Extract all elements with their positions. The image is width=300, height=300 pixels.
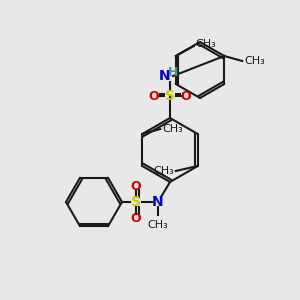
Text: CH₃: CH₃ (153, 166, 174, 176)
Text: N: N (159, 69, 171, 83)
Text: O: O (131, 179, 141, 193)
Text: N: N (152, 195, 164, 209)
Text: S: S (131, 195, 141, 209)
Text: CH₃: CH₃ (162, 124, 183, 134)
Text: CH₃: CH₃ (196, 39, 217, 49)
Text: CH₃: CH₃ (148, 220, 168, 230)
Text: O: O (131, 212, 141, 224)
Text: H: H (168, 65, 178, 79)
Text: CH₃: CH₃ (244, 56, 265, 66)
Text: O: O (181, 89, 191, 103)
Text: O: O (149, 89, 159, 103)
Text: S: S (165, 89, 175, 103)
